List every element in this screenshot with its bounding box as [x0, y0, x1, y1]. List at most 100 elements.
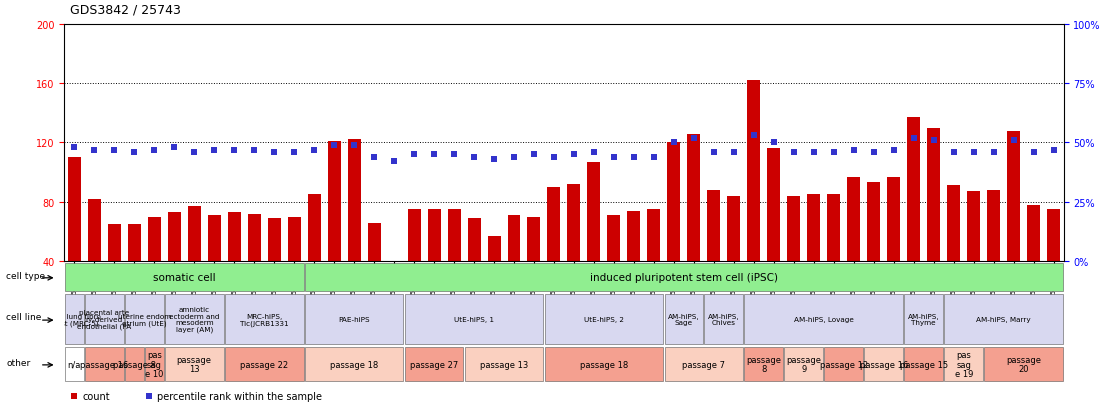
- Bar: [745, 347, 783, 381]
- Bar: [768, 149, 780, 261]
- Bar: [727, 196, 740, 261]
- Text: passage 27: passage 27: [410, 360, 459, 369]
- Bar: [207, 216, 220, 261]
- Bar: [1007, 131, 1020, 261]
- Text: n/a: n/a: [68, 360, 81, 369]
- Bar: [288, 217, 300, 261]
- Text: GDS3842 / 25743: GDS3842 / 25743: [70, 3, 181, 16]
- Text: passage 22: passage 22: [240, 360, 288, 369]
- Bar: [665, 294, 704, 344]
- Bar: [125, 294, 164, 344]
- Bar: [167, 213, 181, 261]
- Bar: [987, 190, 1001, 261]
- Bar: [927, 128, 941, 261]
- Bar: [468, 218, 481, 261]
- Bar: [647, 210, 660, 261]
- Text: passage 18: passage 18: [330, 360, 378, 369]
- Bar: [567, 185, 581, 261]
- Text: percentile rank within the sample: percentile rank within the sample: [157, 391, 322, 401]
- Bar: [428, 210, 441, 261]
- Bar: [107, 224, 121, 261]
- Bar: [165, 347, 224, 381]
- Text: MRC-hiPS,
Tic(JCRB1331: MRC-hiPS, Tic(JCRB1331: [239, 313, 288, 326]
- Text: PAE-hiPS: PAE-hiPS: [338, 316, 370, 322]
- Bar: [587, 162, 601, 261]
- Text: passage 8: passage 8: [113, 360, 156, 369]
- Bar: [227, 213, 240, 261]
- Text: somatic cell: somatic cell: [153, 273, 216, 282]
- Bar: [448, 210, 461, 261]
- Bar: [147, 217, 161, 261]
- Bar: [65, 263, 304, 292]
- Bar: [527, 217, 541, 261]
- Bar: [967, 192, 981, 261]
- Text: passage 16: passage 16: [80, 360, 129, 369]
- Bar: [904, 347, 943, 381]
- Bar: [268, 218, 280, 261]
- Text: cell type: cell type: [7, 272, 45, 280]
- Bar: [408, 210, 421, 261]
- Bar: [545, 294, 664, 344]
- Bar: [65, 294, 83, 344]
- Text: amniotic
ectoderm and
mesoderm
layer (AM): amniotic ectoderm and mesoderm layer (AM…: [168, 306, 219, 332]
- Bar: [85, 347, 124, 381]
- Bar: [627, 211, 640, 261]
- Bar: [745, 294, 903, 344]
- Bar: [488, 236, 501, 261]
- Text: passage
13: passage 13: [176, 355, 212, 374]
- Bar: [225, 294, 304, 344]
- Text: count: count: [82, 391, 110, 401]
- Text: AM-hiPS, Marry: AM-hiPS, Marry: [976, 316, 1032, 322]
- Bar: [65, 347, 83, 381]
- Bar: [305, 347, 403, 381]
- Bar: [305, 294, 403, 344]
- Bar: [348, 140, 360, 261]
- Bar: [824, 347, 863, 381]
- Bar: [888, 177, 901, 261]
- Bar: [187, 206, 201, 261]
- Bar: [305, 263, 1063, 292]
- Text: passage
20: passage 20: [1006, 355, 1042, 374]
- Text: passage 18: passage 18: [579, 360, 628, 369]
- Bar: [788, 196, 800, 261]
- Text: AM-hiPS,
Chives: AM-hiPS, Chives: [708, 313, 740, 325]
- Bar: [748, 81, 760, 261]
- Bar: [165, 294, 224, 344]
- Text: fetal lung fibro
blast (MRC-5): fetal lung fibro blast (MRC-5): [48, 313, 101, 326]
- Bar: [1027, 205, 1040, 261]
- Bar: [848, 177, 860, 261]
- Text: passage 13: passage 13: [480, 360, 529, 369]
- Bar: [607, 216, 620, 261]
- Text: induced pluripotent stem cell (iPSC): induced pluripotent stem cell (iPSC): [589, 273, 778, 282]
- Text: AM-hiPS,
Thyme: AM-hiPS, Thyme: [907, 313, 940, 325]
- Text: AM-hiPS, Lovage: AM-hiPS, Lovage: [794, 316, 854, 322]
- Bar: [808, 195, 820, 261]
- Bar: [127, 224, 141, 261]
- Text: passage 7: passage 7: [683, 360, 726, 369]
- Text: pas
sag
e 10: pas sag e 10: [145, 350, 163, 378]
- Text: passage 12: passage 12: [820, 360, 868, 369]
- Bar: [665, 347, 743, 381]
- Bar: [68, 158, 81, 261]
- Bar: [545, 347, 664, 381]
- Bar: [828, 195, 840, 261]
- Bar: [707, 190, 720, 261]
- Text: cell line: cell line: [7, 312, 42, 321]
- Bar: [85, 294, 124, 344]
- Text: other: other: [7, 358, 31, 367]
- Bar: [705, 294, 743, 344]
- Bar: [667, 143, 680, 261]
- Bar: [1047, 210, 1060, 261]
- Text: uterine endom
etrium (UtE): uterine endom etrium (UtE): [117, 313, 171, 326]
- Text: pas
sag
e 19: pas sag e 19: [955, 350, 973, 378]
- Bar: [88, 199, 101, 261]
- Bar: [308, 195, 320, 261]
- Bar: [868, 183, 880, 261]
- Text: passage
9: passage 9: [787, 355, 821, 374]
- Text: passage 16: passage 16: [860, 360, 907, 369]
- Bar: [404, 294, 543, 344]
- Bar: [904, 294, 943, 344]
- Text: passage 15: passage 15: [900, 360, 947, 369]
- Bar: [404, 347, 463, 381]
- Text: AM-hiPS,
Sage: AM-hiPS, Sage: [668, 313, 700, 325]
